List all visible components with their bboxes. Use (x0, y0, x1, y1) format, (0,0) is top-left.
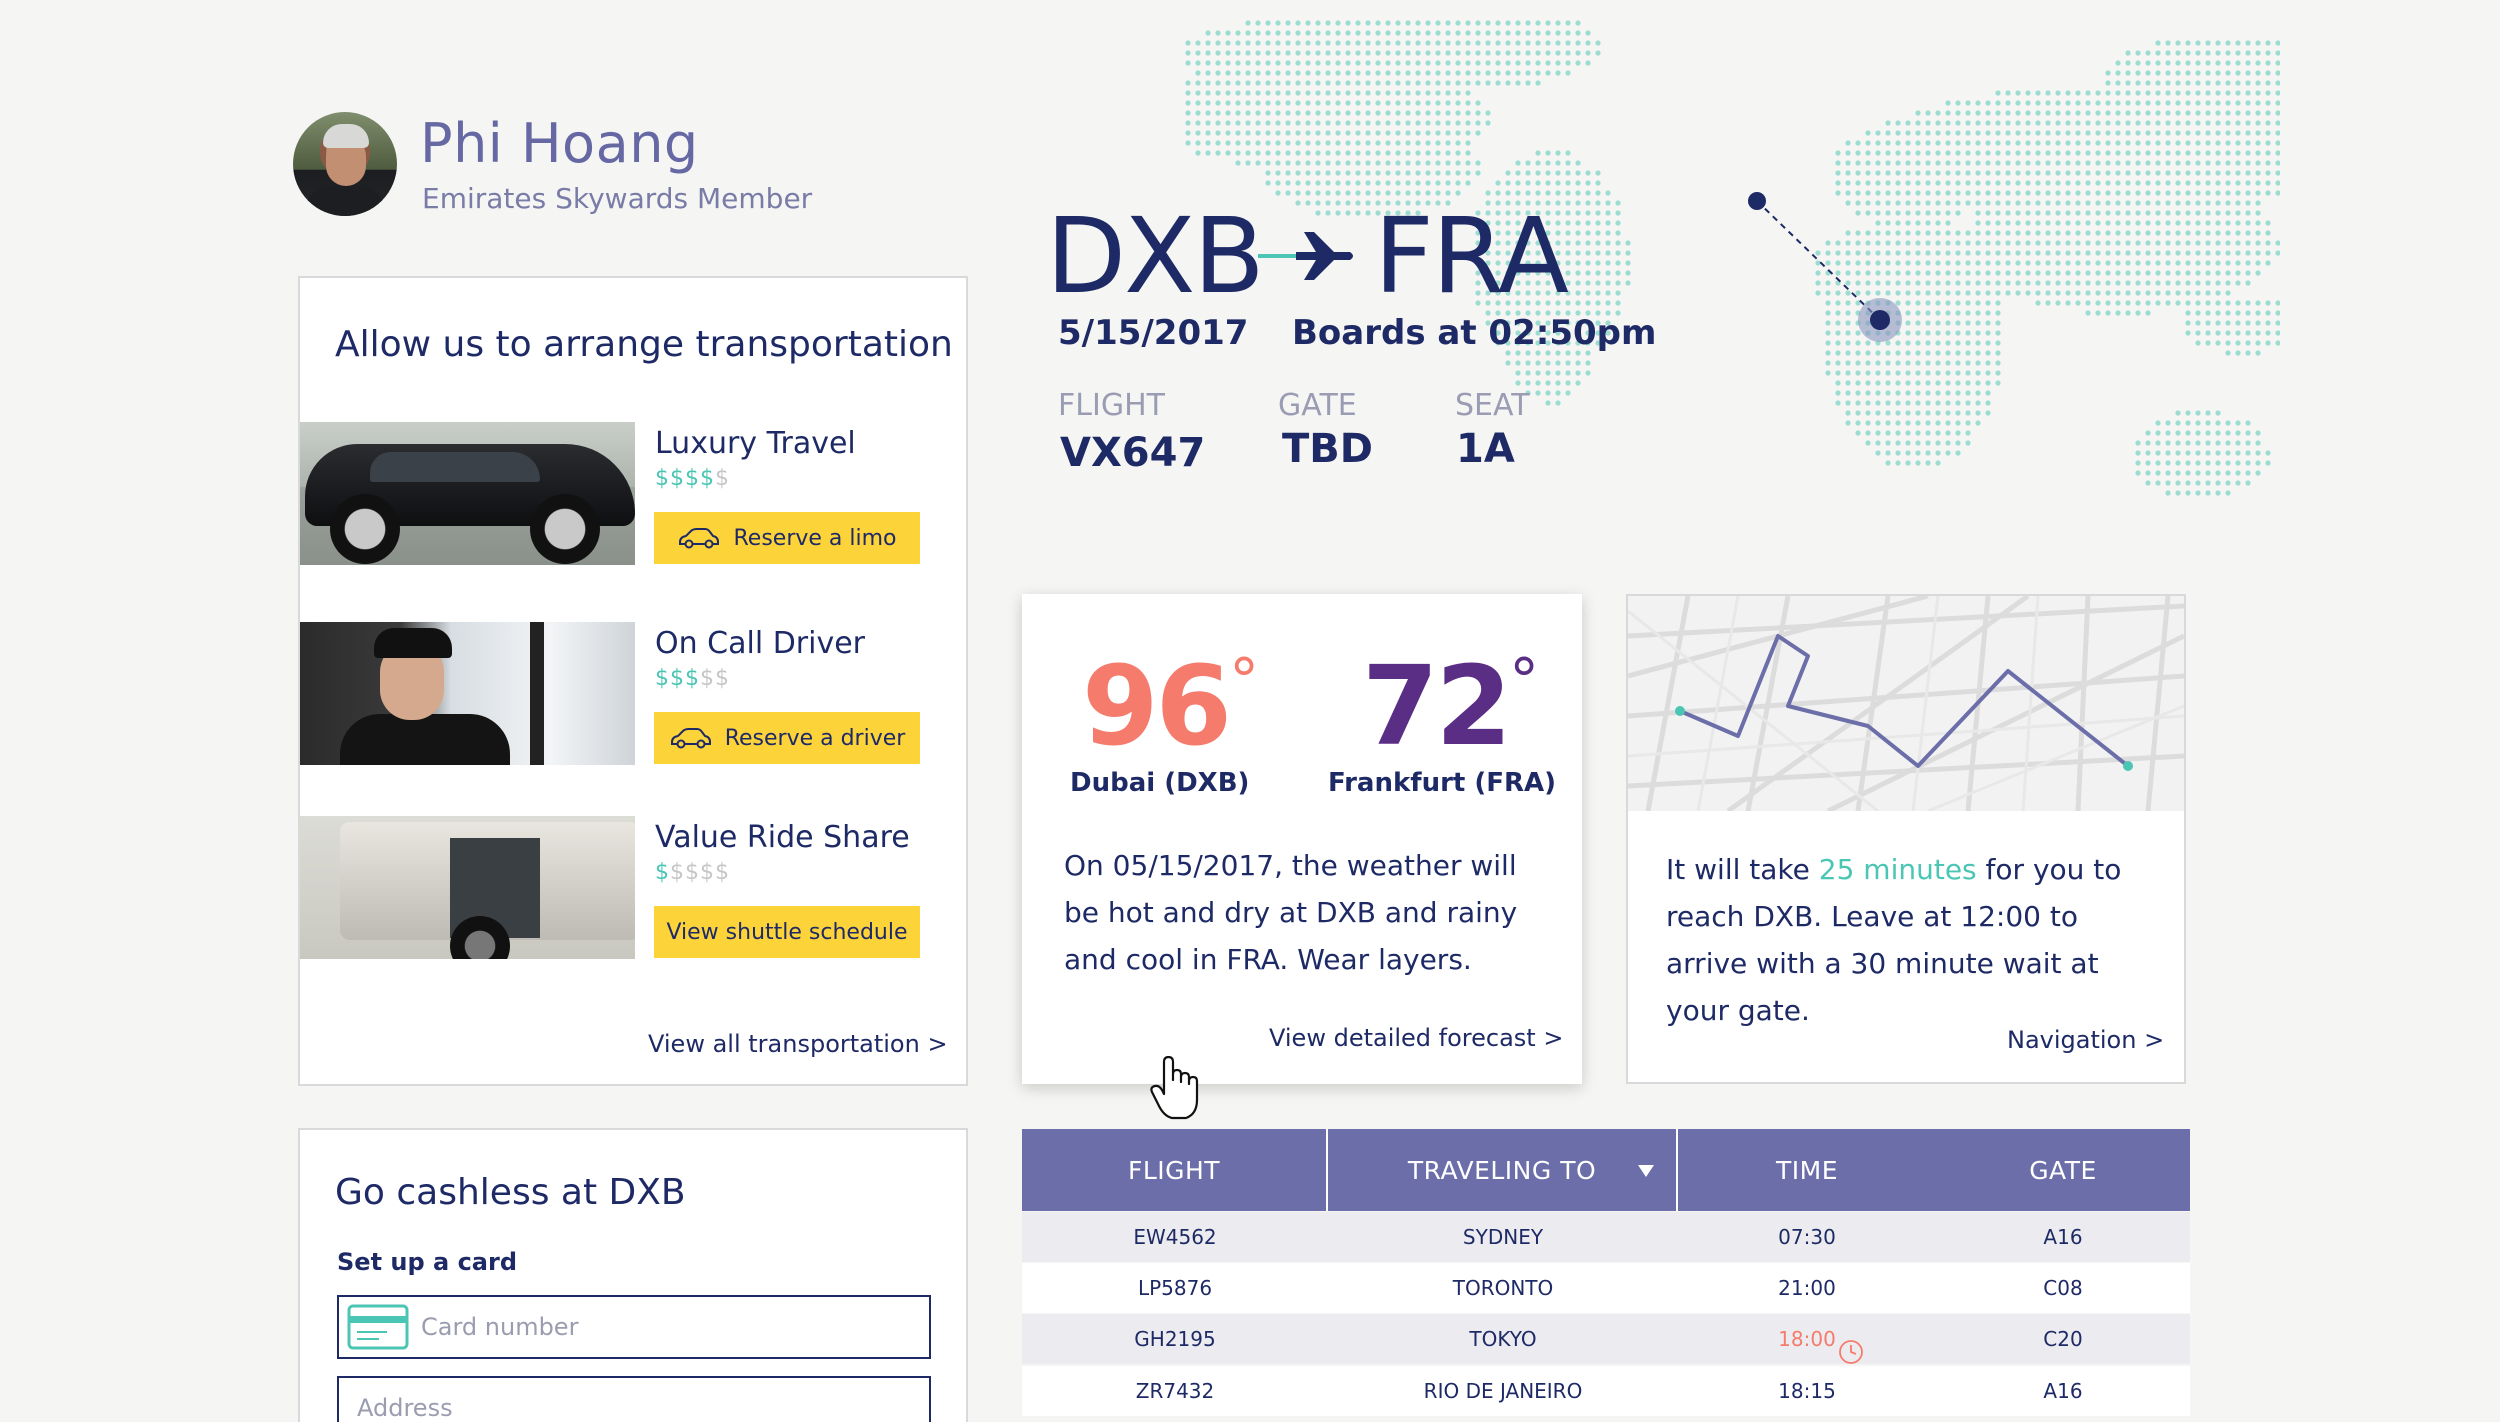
address-field[interactable]: Address (337, 1376, 931, 1422)
boarding-time: Boards at 02:50pm (1292, 313, 1657, 353)
destination-cell: RIO DE JANEIRO (1423, 1379, 1583, 1403)
transportation-card: Allow us to arrange transportation Luxur… (298, 276, 968, 1086)
reserve-limo-button[interactable]: Reserve a limo (654, 512, 920, 564)
destination-city: Frankfurt (FRA) (1328, 768, 1557, 798)
profile-membership: Emirates Skywards Member (422, 182, 813, 215)
option-name: Luxury Travel (655, 426, 856, 461)
departures-table-header: FLIGHT TRAVELING TO TIME GATE (1022, 1129, 2190, 1211)
table-row[interactable]: LP5876 TORONTO 21:00 C08 (1022, 1263, 2190, 1313)
column-header-label: TRAVELING TO (1407, 1155, 1597, 1185)
gate-cell: C08 (2043, 1276, 2083, 1300)
button-label: Reserve a driver (724, 725, 906, 751)
destination-cell: TORONTO (1452, 1276, 1554, 1300)
price-rating: $$$$$ (655, 466, 730, 491)
profile-name: Phi Hoang (420, 112, 699, 175)
flight-cell: ZR7432 (1135, 1379, 1215, 1403)
button-label: View shuttle schedule (666, 919, 908, 945)
flight-number: VX647 (1060, 430, 1206, 476)
price-rating: $$$$$ (655, 666, 730, 691)
destination-code: FRA (1374, 195, 1569, 317)
destination-marker (1748, 192, 1766, 210)
address-placeholder: Address (357, 1394, 453, 1422)
column-header-traveling-to[interactable]: TRAVELING TO (1328, 1129, 1678, 1211)
option-name: On Call Driver (655, 626, 866, 661)
world-map (1185, 20, 2280, 496)
navigation-link[interactable]: Navigation > (2007, 1026, 2165, 1054)
gate-cell: A16 (2043, 1379, 2083, 1403)
weather-card: 96° Dubai (DXB) 72° Frankfurt (FRA) On 0… (1022, 594, 1582, 1084)
flight-label: FLIGHT (1058, 388, 1165, 423)
gate-label: GATE (1278, 388, 1357, 423)
airplane-icon (1258, 232, 1353, 280)
weather-summary: On 05/15/2017, the weather will be hot a… (1064, 849, 1518, 976)
button-label: Reserve a limo (733, 525, 897, 551)
view-forecast-link[interactable]: View detailed forecast > (1269, 1024, 1564, 1052)
time-cell: 18:00 (1678, 1327, 1936, 1364)
dropdown-arrow-icon[interactable] (1638, 1165, 1654, 1177)
transportation-title: Allow us to arrange transportation (335, 324, 953, 365)
card-number-placeholder: Card number (421, 1313, 579, 1341)
navigation-card: It will take 25 minutes for you to reach… (1626, 594, 2186, 1084)
clock-icon (1839, 1340, 1863, 1364)
time-cell: 21:00 (1778, 1276, 1836, 1300)
origin-code: DXB (1046, 195, 1265, 317)
card-number-field[interactable]: Card number (337, 1295, 931, 1359)
cashless-card: Go cashless at DXB Set up a card (298, 1128, 968, 1422)
seat-label: SEAT (1455, 388, 1530, 423)
destination-cell: SYDNEY (1462, 1225, 1544, 1249)
gate-cell: A16 (2043, 1225, 2083, 1249)
table-row[interactable]: ZR7432 RIO DE JANEIRO 18:15 A16 (1022, 1366, 2190, 1416)
option-name: Value Ride Share (655, 820, 910, 855)
table-row[interactable]: GH2195 TOKYO 18:00 C20 (1022, 1314, 2190, 1364)
origin-marker (1870, 310, 1890, 330)
seat-value: 1A (1456, 426, 1515, 472)
delayed-time: 18:00 (1778, 1327, 1836, 1351)
origin-temperature: 96° (1082, 642, 1259, 770)
limo-photo (300, 422, 635, 565)
column-header-flight[interactable]: FLIGHT (1022, 1129, 1328, 1211)
driver-photo (300, 622, 635, 765)
price-rating: $$$$$ (655, 860, 730, 885)
car-icon (679, 528, 720, 549)
time-cell: 07:30 (1778, 1225, 1836, 1249)
car-icon (670, 728, 711, 749)
view-all-transportation-link[interactable]: View all transportation > (648, 1030, 948, 1058)
column-header-gate[interactable]: GATE (2029, 1155, 2097, 1185)
column-header-time[interactable]: TIME (1775, 1155, 1838, 1185)
flight-cell: GH2195 (1134, 1327, 1216, 1351)
flight-cell: LP5876 (1137, 1276, 1213, 1300)
route-map[interactable] (1628, 596, 2184, 811)
flight-cell: EW4562 (1133, 1225, 1217, 1249)
destination-cell: TOKYO (1469, 1327, 1537, 1351)
gate-value: TBD (1282, 426, 1373, 472)
cashless-title: Go cashless at DXB (335, 1172, 686, 1213)
view-shuttle-schedule-button[interactable]: View shuttle schedule (654, 906, 920, 958)
navigation-summary: It will take 25 minutes for you to reach… (1666, 853, 2122, 1027)
flight-date: 5/15/2017 (1058, 313, 1249, 353)
gate-cell: C20 (2043, 1327, 2083, 1351)
setup-card-label: Set up a card (337, 1248, 517, 1276)
credit-card-icon (347, 1304, 409, 1350)
origin-city: Dubai (DXB) (1070, 768, 1250, 798)
reserve-driver-button[interactable]: Reserve a driver (654, 712, 920, 764)
time-cell: 18:15 (1778, 1379, 1836, 1403)
table-row[interactable]: EW4562 SYDNEY 07:30 A16 (1022, 1212, 2190, 1262)
destination-temperature: 72° (1362, 642, 1539, 770)
shuttle-photo (300, 816, 635, 959)
avatar[interactable] (293, 112, 397, 216)
hand-cursor-icon (1150, 1056, 1199, 1120)
